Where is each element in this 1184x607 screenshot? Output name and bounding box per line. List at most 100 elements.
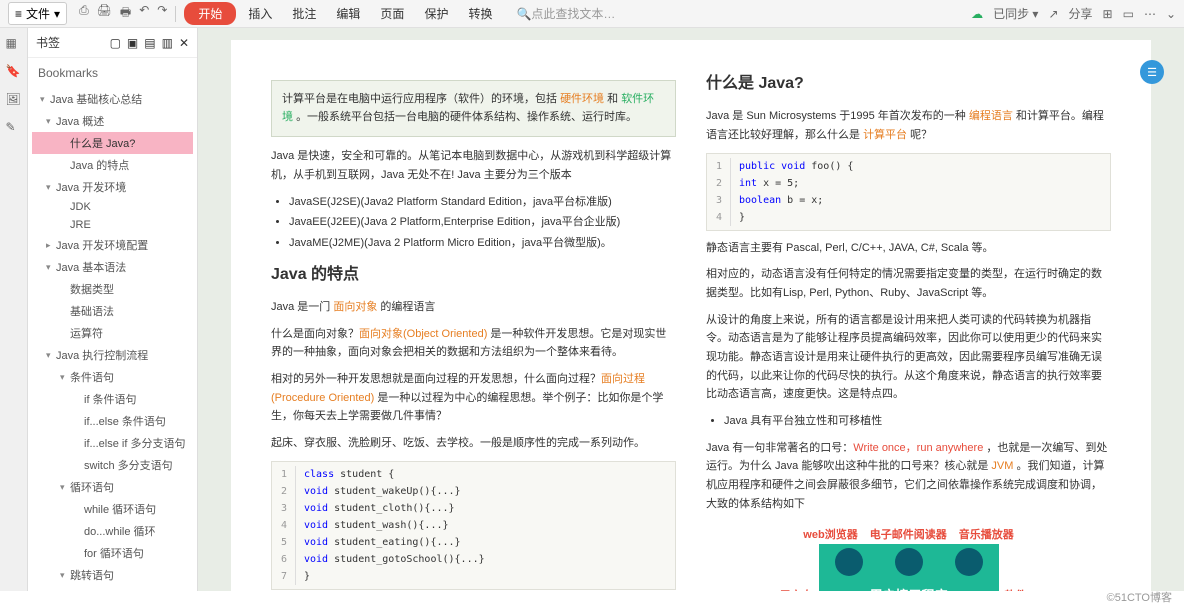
text: 的编程语言 bbox=[377, 301, 435, 313]
top-toolbar: ≡ 文件 ▾ ⎙ 🖨 🖶 ↶ ↷ 开始 插入 批注 编辑 页面 保护 转换 🔍 … bbox=[0, 0, 1184, 28]
dia-box-ui: 用户接口程序 bbox=[819, 580, 999, 591]
tree-item[interactable]: while 循环语句 bbox=[32, 498, 193, 520]
tree-item[interactable]: if 条件语句 bbox=[32, 388, 193, 410]
paragraph: Java 是一门 面向对象 的编程语言 bbox=[271, 298, 676, 317]
version-list: JavaSE(J2SE)(Java2 Platform Standard Edi… bbox=[289, 193, 676, 253]
tab-edit[interactable]: 编辑 bbox=[328, 3, 368, 24]
tab-protect[interactable]: 保护 bbox=[416, 3, 456, 24]
sync-label[interactable]: 已同步 ▾ bbox=[993, 5, 1038, 22]
list-item: JavaSE(J2SE)(Java2 Platform Standard Edi… bbox=[289, 193, 676, 212]
thumbnails-icon[interactable]: ▦ bbox=[6, 36, 22, 52]
diagram-top-labels: web浏览器 电子邮件阅读器 音乐播放器 bbox=[706, 526, 1111, 545]
tree-item[interactable]: ▾Java 概述 bbox=[32, 110, 193, 132]
tree-item[interactable]: switch 多分支语句 bbox=[32, 454, 193, 476]
more-icon[interactable]: ⋯ bbox=[1144, 7, 1156, 21]
undo-icon[interactable]: ↶ bbox=[139, 3, 149, 24]
share-label[interactable]: 分享 bbox=[1069, 5, 1093, 22]
right-column: 什么是 Java? Java 是 Sun Microsystems 于1995 … bbox=[706, 70, 1111, 591]
kw: Write once，run anywhere bbox=[853, 442, 983, 454]
tree-item[interactable]: ▾Java 基本语法 bbox=[32, 256, 193, 278]
window-icon[interactable]: ▭ bbox=[1123, 7, 1134, 21]
tab-convert[interactable]: 转换 bbox=[460, 3, 500, 24]
close-icon[interactable]: ✕ bbox=[179, 36, 189, 50]
bookmark-header-label: 书签 bbox=[36, 34, 60, 51]
print-icon[interactable]: 🖶 bbox=[120, 3, 131, 24]
document-viewport[interactable]: ☰ 计算平台是在电脑中运行应用程序（软件）的环境，包括 硬件环境 和 软件环境 … bbox=[198, 28, 1184, 591]
section-heading: Java 的特点 bbox=[271, 261, 676, 288]
attachments-icon[interactable]: 🖼 bbox=[6, 92, 22, 108]
code-block: 1class student {2 void student_wakeUp(){… bbox=[271, 461, 676, 590]
paragraph: 相对应的，动态语言没有任何特定的情况需要指定变量的类型，在运行时确定的数据类型。… bbox=[706, 265, 1111, 302]
kw: 面向对象(Object Oriented) bbox=[359, 328, 487, 340]
paragraph: Java 是快速，安全和可靠的。从笔记本电脑到数据中心，从游戏机到科学超级计算机… bbox=[271, 147, 676, 184]
tree-item[interactable]: JDK bbox=[32, 198, 193, 216]
tools-icon[interactable]: ✎ bbox=[6, 120, 22, 136]
tree-item[interactable]: ▾跳转语句 bbox=[32, 564, 193, 586]
tree-item[interactable]: 什么是 Java? bbox=[32, 132, 193, 154]
tree-item[interactable]: if...else 条件语句 bbox=[32, 410, 193, 432]
paragraph: 从设计的角度上来说，所有的语言都是设计用来把人类可读的代码转换为机器指令。动态语… bbox=[706, 311, 1111, 404]
info-text: 和 bbox=[607, 93, 621, 105]
collapse-icon[interactable]: ⌄ bbox=[1166, 7, 1176, 21]
share-icon[interactable]: ↗ bbox=[1048, 7, 1058, 21]
tree-item[interactable]: JRE bbox=[32, 216, 193, 234]
bm-icon2[interactable]: ▣ bbox=[127, 36, 138, 50]
left-rail: ▦ 🔖 🖼 ✎ bbox=[0, 28, 28, 591]
tree-item[interactable]: 基础语法 bbox=[32, 300, 193, 322]
bullets: Java 具有平台独立性和可移植性 bbox=[724, 412, 1111, 431]
separator bbox=[175, 6, 176, 22]
tree-item[interactable]: do...while 循环 bbox=[32, 520, 193, 542]
tree-item[interactable]: if...else if 多分支语句 bbox=[32, 432, 193, 454]
diagram-row: 用户态 用户接口程序 软件 bbox=[706, 580, 1111, 591]
redo-icon[interactable]: ↷ bbox=[157, 3, 167, 24]
tab-page[interactable]: 页面 bbox=[372, 3, 412, 24]
tree-item[interactable]: ▸Java 开发环境配置 bbox=[32, 234, 193, 256]
tree-item[interactable]: for 循环语句 bbox=[32, 542, 193, 564]
dia-side-label: 用户态 bbox=[769, 587, 819, 591]
bm-icon3[interactable]: ▤ bbox=[144, 36, 155, 50]
cloud-sync-icon[interactable]: ☁ bbox=[971, 7, 983, 21]
text: 呢？ bbox=[907, 129, 932, 141]
tree-item[interactable]: ▾循环语句 bbox=[32, 476, 193, 498]
start-tab[interactable]: 开始 bbox=[184, 2, 236, 25]
text: 什么是面向对象？ bbox=[271, 328, 359, 340]
search-box[interactable]: 🔍 点此查找文本… bbox=[516, 5, 615, 22]
dia-label: 音乐播放器 bbox=[959, 526, 1014, 545]
tree-item[interactable]: ▾Java 开发环境 bbox=[32, 176, 193, 198]
settings-icon[interactable]: ⊞ bbox=[1103, 7, 1113, 21]
text: Java 是 Sun Microsystems 于1995 年首次发布的一种 bbox=[706, 110, 969, 122]
kw: 编程语言 bbox=[969, 110, 1013, 122]
bm-icon1[interactable]: ▢ bbox=[110, 36, 121, 50]
paragraph: 起床、穿衣服、洗脸刷牙、吃饭、去学校。一般是顺序性的完成一系列动作。 bbox=[271, 434, 676, 453]
section-heading: 什么是 Java? bbox=[706, 70, 1111, 97]
text: 相对的另外一种开发思想就是面向过程的开发思想，什么面向过程？ bbox=[271, 373, 601, 385]
tree-item[interactable]: Java 的特点 bbox=[32, 154, 193, 176]
floating-help-icon[interactable]: ☰ bbox=[1140, 60, 1164, 84]
paragraph: Java 是 Sun Microsystems 于1995 年首次发布的一种 编… bbox=[706, 107, 1111, 144]
chevron-down-icon: ▾ bbox=[54, 7, 60, 21]
bookmark-tree: ▾Java 基础核心总结▾Java 概述什么是 Java?Java 的特点▾Ja… bbox=[28, 88, 197, 591]
tab-insert[interactable]: 插入 bbox=[240, 3, 280, 24]
info-box: 计算平台是在电脑中运行应用程序（软件）的环境，包括 硬件环境 和 软件环境 。一… bbox=[271, 80, 676, 137]
kw: JVM bbox=[991, 460, 1013, 472]
tree-item[interactable]: ▾条件语句 bbox=[32, 366, 193, 388]
bm-icon4[interactable]: ▥ bbox=[162, 36, 173, 50]
text: Java 是一门 bbox=[271, 301, 333, 313]
search-icon: 🔍 bbox=[516, 7, 531, 21]
file-menu[interactable]: ≡ 文件 ▾ bbox=[8, 2, 67, 25]
save-icon[interactable]: 🖨 bbox=[97, 3, 112, 24]
tab-annotate[interactable]: 批注 bbox=[284, 3, 324, 24]
bookmarks-icon[interactable]: 🔖 bbox=[6, 64, 22, 80]
footer-watermark: ©51CTO博客 bbox=[1107, 587, 1172, 607]
bookmark-header-icons: ▢ ▣ ▤ ▥ ✕ bbox=[110, 36, 189, 50]
tree-item[interactable]: ▾Java 基础核心总结 bbox=[32, 88, 193, 110]
circle-icon bbox=[955, 548, 983, 576]
tree-item[interactable]: ▾Java 执行控制流程 bbox=[32, 344, 193, 366]
tree-item[interactable]: break 语句 bbox=[32, 586, 193, 591]
open-icon[interactable]: ⎙ bbox=[79, 3, 89, 24]
document-page: 计算平台是在电脑中运行应用程序（软件）的环境，包括 硬件环境 和 软件环境 。一… bbox=[231, 40, 1151, 591]
tree-item[interactable]: 数据类型 bbox=[32, 278, 193, 300]
tree-item[interactable]: 运算符 bbox=[32, 322, 193, 344]
architecture-diagram: web浏览器 电子邮件阅读器 音乐播放器 用户 bbox=[706, 526, 1111, 592]
bookmark-panel: 书签 ▢ ▣ ▤ ▥ ✕ Bookmarks ▾Java 基础核心总结▾Java… bbox=[28, 28, 198, 591]
